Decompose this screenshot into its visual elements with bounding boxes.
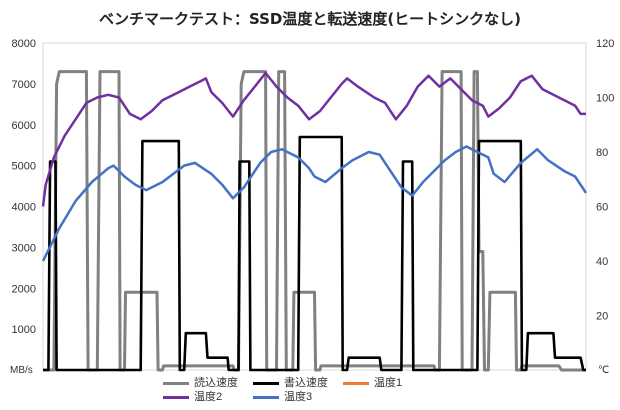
series-layer [41, 70, 588, 372]
legend-item-temp3: 温度3 [253, 391, 312, 404]
left-tick-label: 7000 [12, 79, 36, 91]
right-tick-label: 60 [596, 202, 608, 214]
left-axis-ticks: 8000 7000 6000 5000 4000 3000 2000 1000 [12, 38, 36, 336]
left-tick-label: 4000 [12, 202, 36, 214]
right-tick-label: 20 [596, 311, 608, 323]
legend-swatch [253, 395, 279, 399]
left-tick-label: 1000 [12, 324, 36, 336]
left-tick-label: 3000 [12, 242, 36, 254]
left-tick-label: 2000 [12, 283, 36, 295]
chart-title: ベンチマークテスト：SSD温度と転送速度(ヒートシンクなし) [98, 10, 522, 28]
legend-swatch [163, 381, 189, 385]
legend-item-read: 読込速度 [163, 377, 238, 390]
left-axis-unit: MB/s [10, 365, 33, 376]
legend-item-temp1: 温度1 [343, 377, 402, 390]
legend-item-write: 書込速度 [253, 377, 328, 390]
series-line-4 [41, 145, 588, 262]
series-line-1 [43, 135, 586, 372]
legend-label-read: 読込速度 [194, 377, 238, 389]
legend-swatch [253, 381, 279, 385]
legend-label-temp3: 温度3 [284, 391, 313, 403]
right-axis-unit: ℃ [598, 365, 609, 376]
left-tick-label: 8000 [12, 38, 36, 50]
legend: 読込速度 書込速度 温度1 温度2 温度3 [163, 377, 493, 405]
legend-swatch [343, 381, 369, 385]
right-tick-label: 80 [596, 147, 608, 159]
right-tick-label: 100 [596, 93, 614, 105]
legend-label-temp2: 温度2 [194, 391, 223, 403]
left-tick-label: 5000 [12, 161, 36, 173]
series-line-3 [41, 71, 586, 207]
left-tick-label: 6000 [12, 120, 36, 132]
right-axis-ticks: 120 100 80 60 40 20 [596, 38, 614, 323]
legend-label-write: 書込速度 [284, 377, 328, 389]
right-tick-label: 120 [596, 38, 614, 50]
legend-swatch [163, 395, 189, 399]
legend-label-temp1: 温度1 [374, 377, 403, 389]
right-tick-label: 40 [596, 256, 608, 268]
legend-item-temp2: 温度2 [163, 391, 222, 404]
